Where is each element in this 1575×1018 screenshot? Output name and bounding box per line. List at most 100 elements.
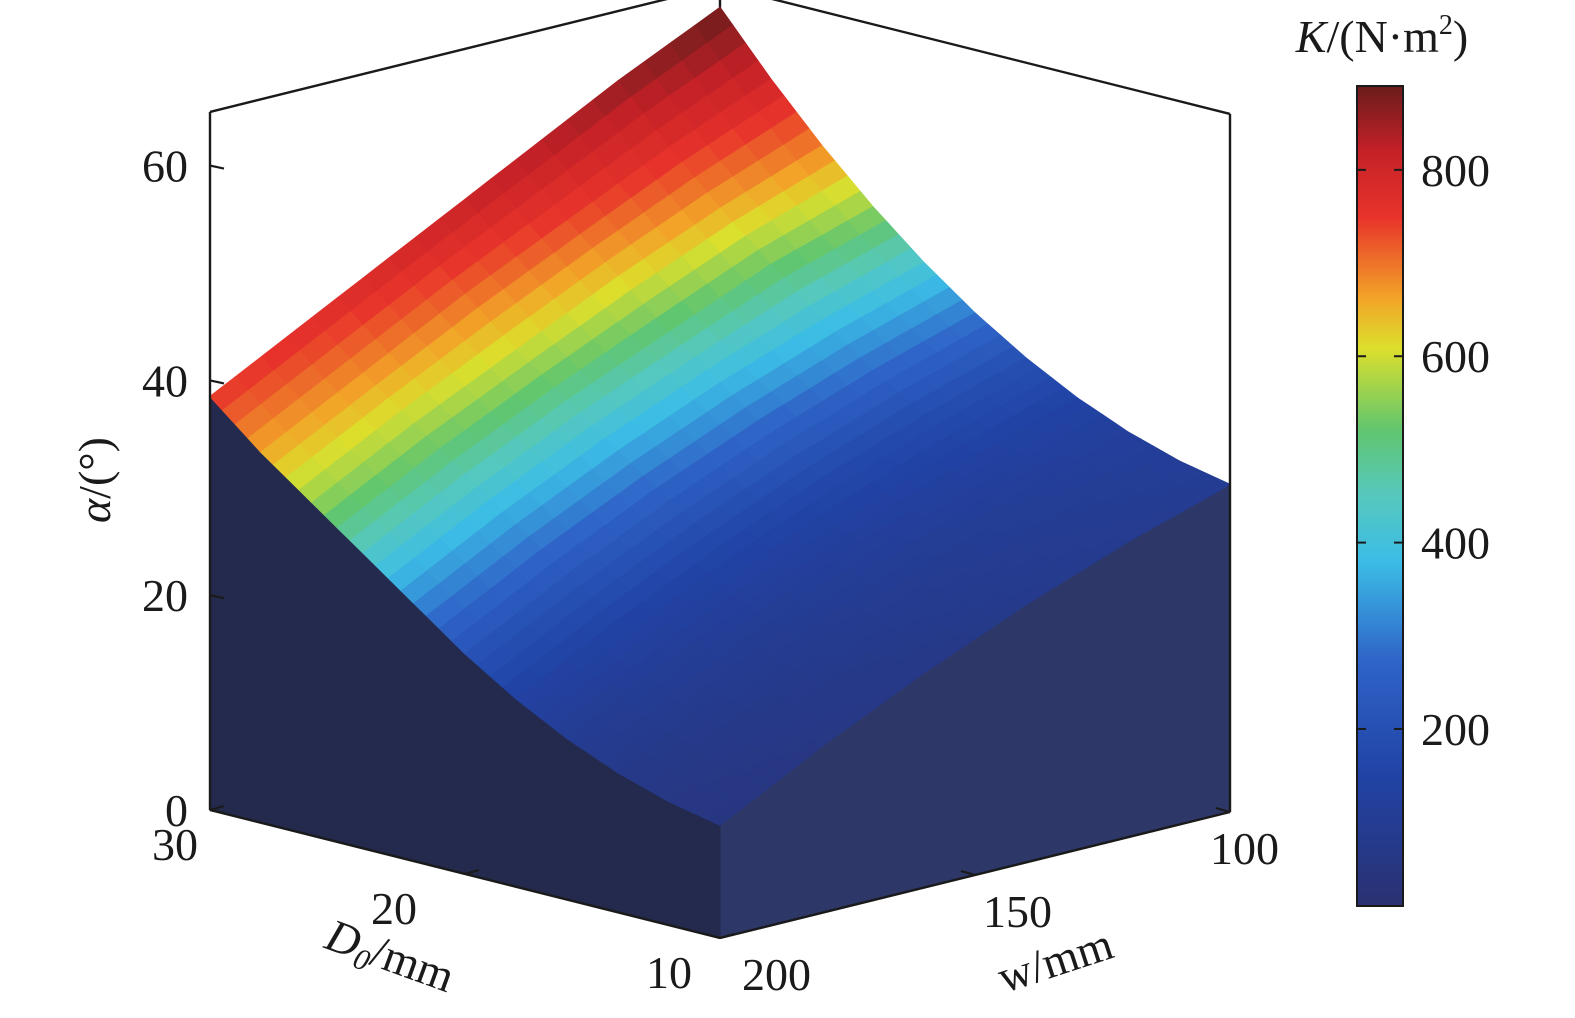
side-face-d0-min <box>974 621 1002 876</box>
back-top-edge-w <box>209 0 668 114</box>
z-tick-mark <box>209 808 225 815</box>
side-face-w-max <box>298 489 313 837</box>
side-face-w-max <box>336 527 351 846</box>
z-axis-unit: /(°) <box>69 437 120 499</box>
side-face-w-max <box>400 590 415 862</box>
side-face-w-max <box>693 812 708 936</box>
side-face-w-max <box>617 772 632 917</box>
side-face-w-max <box>668 801 683 930</box>
colorbar-tick-label: 200 <box>1421 704 1490 755</box>
side-face-w-max <box>324 514 339 843</box>
d0-tick-mark <box>464 868 480 876</box>
side-face-w-max <box>285 476 300 834</box>
colorbar-unit-superscript: 2 <box>1439 10 1453 41</box>
z-tick-mark <box>209 379 225 385</box>
z-tick-label: 20 <box>142 570 188 621</box>
side-face-d0-min <box>1152 512 1180 832</box>
side-face-d0-min <box>1076 556 1104 851</box>
side-face-w-max <box>642 786 657 923</box>
side-face-w-max <box>477 664 492 882</box>
back-top-edge-d <box>771 0 1231 116</box>
side-face-w-max <box>515 698 530 891</box>
z-tick-label: 0 <box>165 785 188 836</box>
side-face-w-max <box>630 779 645 920</box>
colorbar-symbol: K <box>1295 11 1329 62</box>
side-face-d0-min <box>948 638 976 882</box>
side-face-d0-min <box>821 727 849 914</box>
side-face-w-max <box>209 395 224 814</box>
side-face-w-max <box>222 409 237 818</box>
side-face-w-max <box>681 806 696 933</box>
surface <box>209 6 1231 826</box>
d0-tick-label: 30 <box>152 819 198 870</box>
side-face-w-max <box>311 502 326 840</box>
side-face-w-max <box>413 602 428 866</box>
side-face-w-max <box>579 746 594 907</box>
side-face-w-max <box>464 653 479 878</box>
side-face-d0-min <box>770 765 798 927</box>
side-face-w-max <box>553 727 568 901</box>
side-face-w-max <box>375 564 390 856</box>
d0-tick-label: 10 <box>646 947 692 998</box>
side-face-d0-min <box>1025 588 1053 864</box>
side-face-d0-min <box>1127 526 1155 838</box>
side-face-w-max <box>604 763 619 914</box>
side-face-w-max <box>438 627 453 872</box>
side-face-w-max <box>234 423 249 821</box>
colorbar-tick-label: 800 <box>1421 145 1490 196</box>
surface-patch <box>706 798 747 826</box>
z-tick-mark <box>209 594 225 600</box>
side-face-w-max <box>247 437 262 824</box>
w-tick-label: 200 <box>742 949 811 1000</box>
d0-tick-mark <box>719 932 735 940</box>
side-face-d0-min <box>846 708 874 908</box>
side-face-d0-min <box>1050 572 1078 857</box>
w-tick-mark <box>960 869 976 877</box>
side-face-d0-min <box>1178 498 1206 826</box>
colorbar-unit: /(N·m <box>1326 11 1439 62</box>
side-face-w-max <box>591 754 606 910</box>
z-tick-label: 60 <box>142 141 188 192</box>
d0-tick-mark <box>209 804 225 812</box>
colorbar-tick-label: 400 <box>1421 518 1490 569</box>
side-face-w-max <box>528 708 543 894</box>
y-axis-unit: /mm <box>365 925 462 1002</box>
side-face-d0-min <box>744 785 772 933</box>
z-axis-title: α/(°) <box>69 437 120 523</box>
side-face-d0-min <box>719 804 747 939</box>
side-face-d0-min <box>795 745 823 920</box>
side-face-w-max <box>540 718 555 898</box>
side-face-w-max <box>655 793 670 926</box>
side-face-w-max <box>273 464 288 830</box>
z-tick-mark <box>209 164 225 170</box>
d0-tick-label: 20 <box>371 883 417 934</box>
side-face-d0-min <box>1203 483 1231 819</box>
side-face-d0-min <box>923 655 951 889</box>
side-face-d0-min <box>999 603 1027 870</box>
side-face-w-max <box>349 539 364 850</box>
axis-ticks: 0 20 40 60 10 20 30 100 150 200 <box>142 141 1279 1000</box>
colorbar <box>1356 85 1404 907</box>
w-tick-label: 150 <box>983 886 1052 937</box>
colorbar-unit-close: ) <box>1453 11 1468 62</box>
side-face-d0-min <box>1101 541 1129 845</box>
side-face-w-max <box>387 577 402 859</box>
z-axis-symbol: α <box>69 498 120 523</box>
side-face-d0-min <box>897 672 925 895</box>
colorbar-tick-label: 600 <box>1421 331 1490 382</box>
side-face-w-max <box>362 552 377 853</box>
side-face-w-max <box>489 675 504 885</box>
side-face-w-max <box>502 686 517 888</box>
side-face-w-max <box>260 451 275 827</box>
w-tick-label: 100 <box>1210 823 1279 874</box>
side-face-d0-min <box>872 690 900 901</box>
z-tick-label: 40 <box>142 355 188 406</box>
w-tick-mark <box>1215 806 1231 814</box>
side-face-w-max <box>566 737 581 904</box>
side-face-w-max <box>706 818 721 939</box>
colorbar-title: K/(N·m2) <box>1295 10 1468 62</box>
w-tick-mark <box>705 932 721 940</box>
side-face-w-max <box>426 615 441 869</box>
side-face-w-max <box>451 640 466 875</box>
